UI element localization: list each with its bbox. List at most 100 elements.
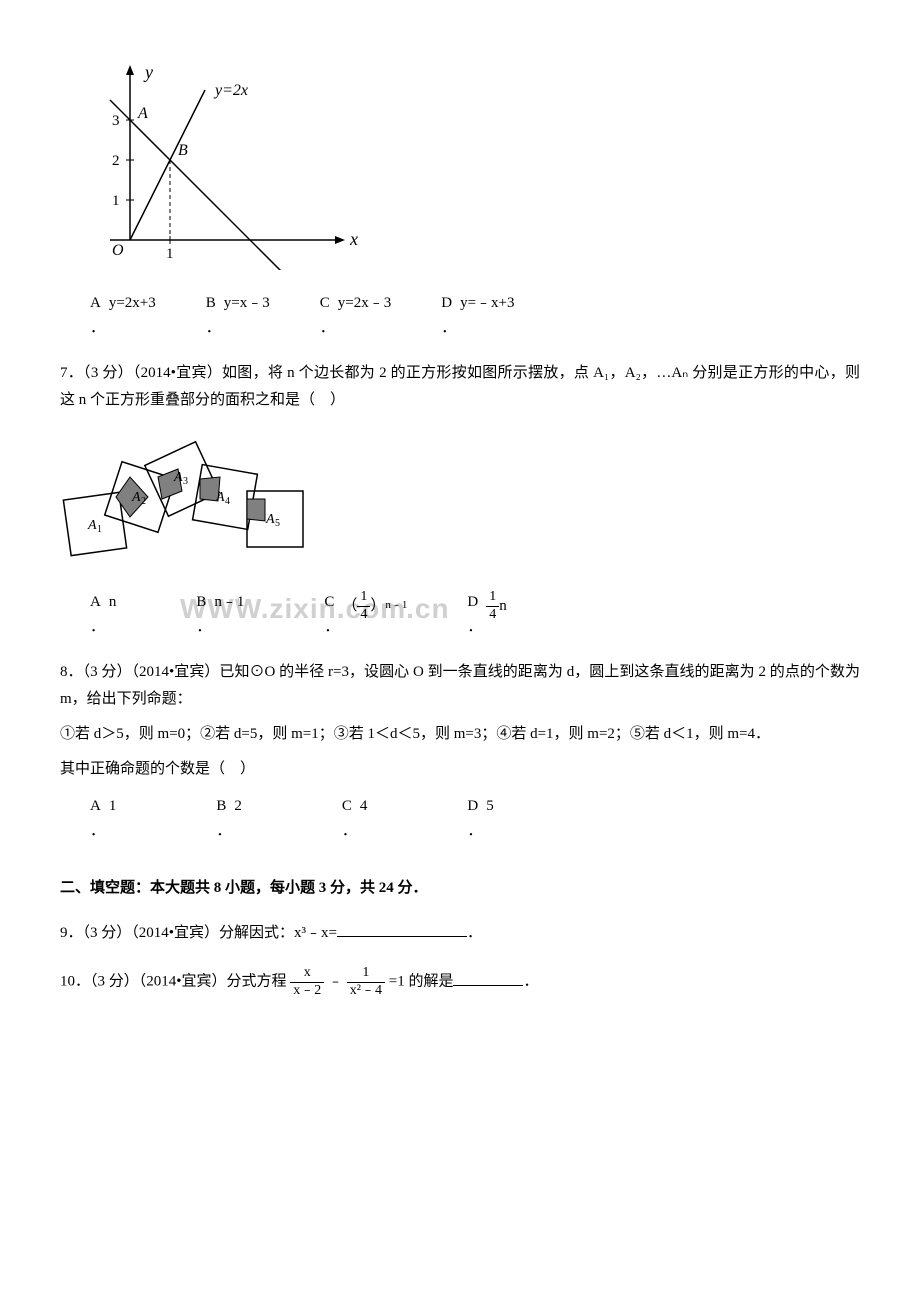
q6-option-d: D ． y=﹣x+3 <box>441 290 514 342</box>
q7-option-d: D ． 1 4 n <box>467 589 506 641</box>
graph-svg: y x O 1 2 3 1 y=2x A B <box>90 60 370 270</box>
q7-diagram: A1 A2 A3 A4 A5 <box>60 429 860 579</box>
x-axis-label: x <box>349 229 358 249</box>
point-b: B <box>178 142 188 159</box>
ytick-1: 1 <box>112 193 120 209</box>
option-label-a: A <box>90 290 101 317</box>
option-label-c: C <box>324 589 334 616</box>
option-dot: ． <box>320 315 335 342</box>
frac-num: x <box>290 965 324 983</box>
q7-options: A ． n B ． n﹣1 C ． （ 1 4 ） <box>90 589 860 641</box>
option-dot: ． <box>90 818 105 845</box>
q6-option-b: B ． y=x﹣3 <box>206 290 270 342</box>
q8-option-a: A ． 1 <box>90 793 116 845</box>
svg-text:4: 4 <box>225 496 230 507</box>
option-dot: ． <box>196 614 211 641</box>
q8-option-b: B ． 2 <box>216 793 242 845</box>
q10-blank <box>453 970 523 986</box>
option-label-b: B <box>206 290 216 317</box>
svg-text:3: 3 <box>183 476 188 487</box>
squares-svg: A1 A2 A3 A4 A5 <box>60 429 320 569</box>
q7-option-c: C ． （ 1 4 ） n﹣1 <box>324 589 407 641</box>
option-label-c: C <box>320 290 330 317</box>
q7-option-b: B ． n﹣1 <box>196 589 244 641</box>
q8-option-c-text: 4 <box>360 793 368 820</box>
q8-text2: ①若 d＞5，则 m=0；②若 d=5，则 m=1；③若 1＜d＜5，则 m=3… <box>60 721 860 748</box>
frac-num: 1 <box>347 965 385 983</box>
q8-option-c: C ． 4 <box>342 793 368 845</box>
q10-mid: =1 的解是 <box>389 974 454 990</box>
q10-frac1: x x﹣2 <box>290 965 324 1000</box>
frac-num: 1 <box>486 589 499 607</box>
option-dot: ． <box>90 614 105 641</box>
q10-prefix: 10．（3 分）（2014•宜宾）分式方程 <box>60 974 287 990</box>
q8-option-d: D ． 5 <box>467 793 493 845</box>
frac-den: 4 <box>486 607 499 624</box>
q8-text3: 其中正确命题的个数是（ ） <box>60 756 860 783</box>
option-label-a: A <box>90 793 101 820</box>
option-dot: ． <box>90 315 105 342</box>
q9-blank <box>337 921 467 937</box>
q9-suffix: ． <box>467 925 482 941</box>
option-dot: ． <box>342 818 357 845</box>
q6-options: A ． y=2x+3 B ． y=x﹣3 C ． y=2x﹣3 D ． y=﹣x… <box>90 290 860 342</box>
q6-option-b-text: y=x﹣3 <box>224 290 270 317</box>
svg-text:A: A <box>173 470 183 485</box>
q8-option-b-text: 2 <box>234 793 242 820</box>
option-dot: ． <box>441 315 456 342</box>
q8-text1: 8．（3 分）（2014•宜宾）已知⊙O 的半径 r=3，设圆心 O 到一条直线… <box>60 659 860 713</box>
frac-den: x²﹣4 <box>347 983 385 1000</box>
option-dot: ． <box>467 818 482 845</box>
svg-text:A: A <box>265 512 275 527</box>
frac-den: 4 <box>357 607 370 624</box>
q7-option-c-text: （ 1 4 ） n﹣1 <box>342 589 407 624</box>
q10: 10．（3 分）（2014•宜宾）分式方程 x x﹣2 ﹣ 1 x²﹣4 =1 … <box>60 965 860 1000</box>
q6-option-d-text: y=﹣x+3 <box>460 290 514 317</box>
fraction: 1 4 <box>357 589 370 624</box>
option-dot: ． <box>467 614 482 641</box>
q9-text: 9．（3 分）（2014•宜宾）分解因式：x³﹣x= <box>60 925 337 941</box>
q8-options: A ． 1 B ． 2 C ． 4 D ． 5 <box>90 793 860 845</box>
option-label-d: D <box>441 290 452 317</box>
c-suffix: ） <box>370 593 385 620</box>
option-label-d: D <box>467 793 478 820</box>
option-label-b: B <box>216 793 226 820</box>
option-dot: ． <box>206 315 221 342</box>
svg-text:A: A <box>87 518 97 533</box>
c-prefix: （ <box>342 593 357 620</box>
q10-frac2: 1 x²﹣4 <box>347 965 385 1000</box>
svg-text:A: A <box>131 490 141 505</box>
d-suffix: n <box>499 593 507 620</box>
option-dot: ． <box>324 614 339 641</box>
point-a: A <box>137 105 148 122</box>
option-label-c: C <box>342 793 352 820</box>
q7-text: 7．（3 分）（2014•宜宾）如图，将 n 个边长都为 2 的正方形按如图所示… <box>60 360 860 414</box>
q8-option-a-text: 1 <box>109 793 117 820</box>
frac-den: x﹣2 <box>290 983 324 1000</box>
q6-option-c: C ． y=2x﹣3 <box>320 290 391 342</box>
svg-text:2: 2 <box>141 496 146 507</box>
svg-text:A: A <box>215 490 225 505</box>
line-label: y=2x <box>213 82 248 99</box>
frac-num: 1 <box>357 589 370 607</box>
section2-title: 二、填空题：本大题共 8 小题，每小题 3 分，共 24 分． <box>60 875 860 902</box>
xtick-1: 1 <box>166 246 174 262</box>
ytick-3: 3 <box>112 113 120 129</box>
q6-option-a: A ． y=2x+3 <box>90 290 156 342</box>
q9: 9．（3 分）（2014•宜宾）分解因式：x³﹣x= ． <box>60 920 860 947</box>
origin-label: O <box>112 242 124 259</box>
q7-option-a-text: n <box>109 589 117 616</box>
q7-option-a: A ． n <box>90 589 116 641</box>
c-exp: n﹣1 <box>385 596 407 616</box>
option-dot: ． <box>216 818 231 845</box>
q6-option-a-text: y=2x+3 <box>109 290 156 317</box>
q8-option-d-text: 5 <box>486 793 494 820</box>
ytick-2: 2 <box>112 153 120 169</box>
q6-option-c-text: y=2x﹣3 <box>338 290 391 317</box>
svg-text:5: 5 <box>275 518 280 529</box>
option-label-b: B <box>196 589 206 616</box>
fraction: 1 4 <box>486 589 499 624</box>
q7-option-b-text: n﹣1 <box>214 589 244 616</box>
svg-text:1: 1 <box>97 524 102 535</box>
y-axis-label: y <box>143 62 153 82</box>
